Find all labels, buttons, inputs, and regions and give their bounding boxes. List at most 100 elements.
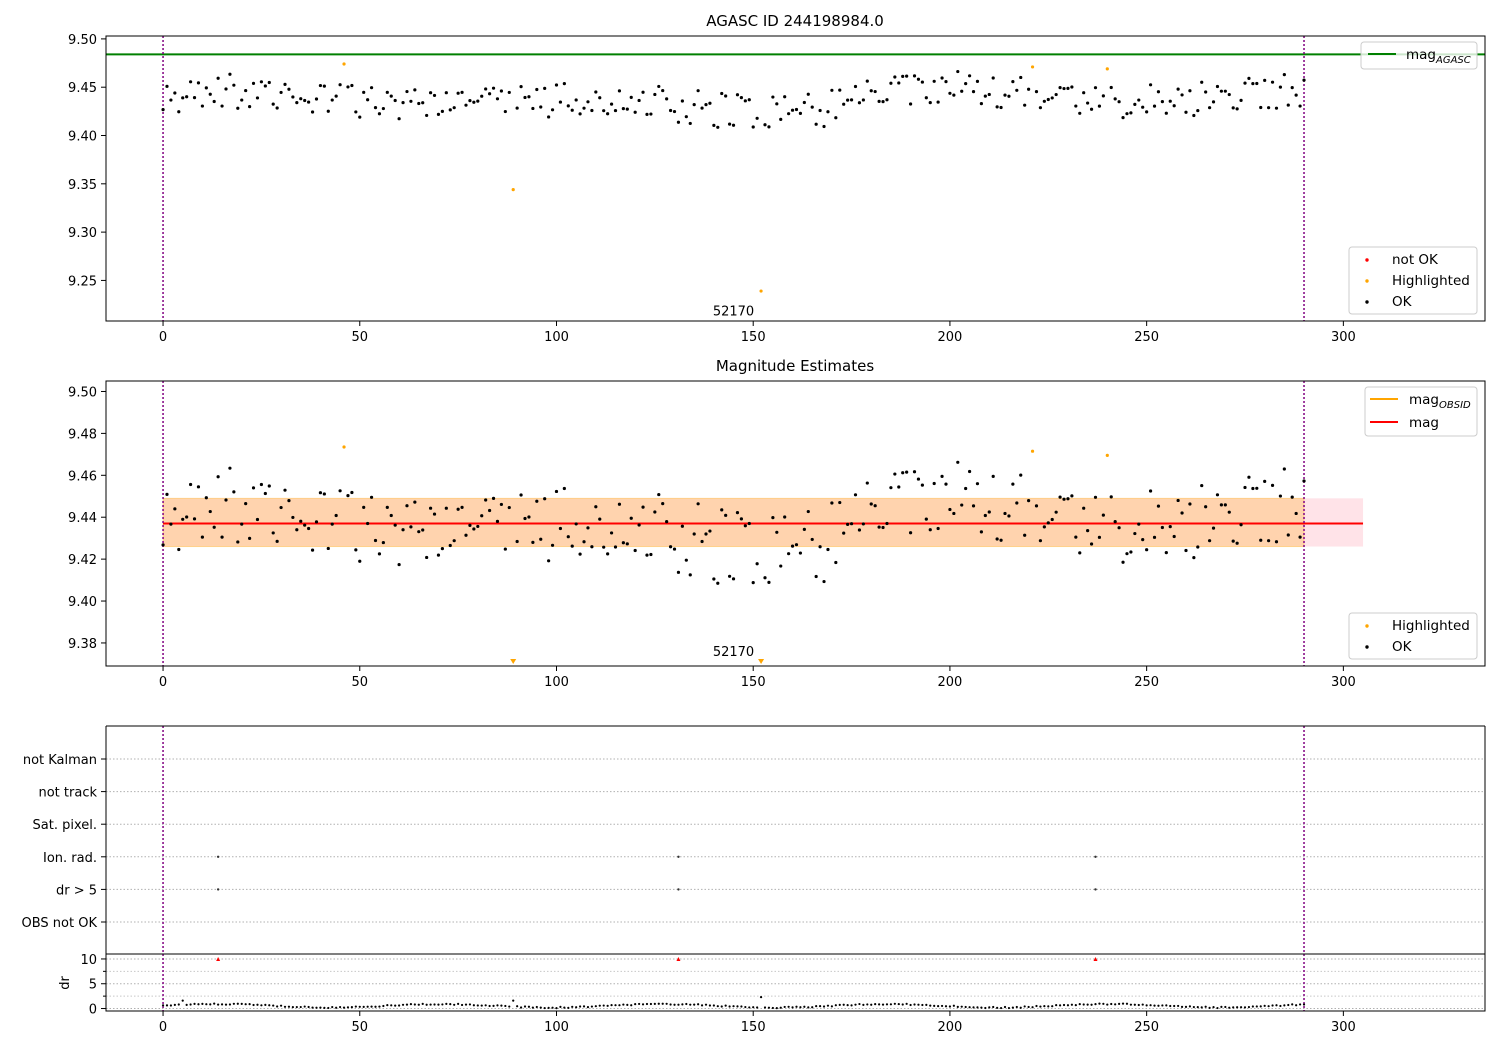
ok-point — [779, 117, 783, 121]
ok-point — [440, 547, 444, 551]
ok-point — [586, 100, 590, 104]
ok-point — [1274, 540, 1279, 544]
ok-point — [1086, 529, 1090, 533]
highlighted-point — [1030, 65, 1035, 69]
dr-point — [1043, 1005, 1046, 1008]
dr-ylabel: dr — [58, 976, 73, 990]
ok-point — [1263, 479, 1267, 483]
ok-point — [665, 520, 669, 524]
ok-point — [1270, 80, 1275, 84]
ok-point — [806, 509, 810, 514]
dr-point — [453, 1003, 456, 1006]
ok-point — [826, 547, 830, 552]
dr-point — [1098, 1002, 1101, 1005]
ok-point — [1121, 560, 1125, 564]
dr-point — [1169, 1004, 1172, 1008]
ok-point — [251, 81, 256, 85]
plot-frame — [105, 953, 1486, 1012]
dr-point — [838, 1003, 841, 1007]
ok-point — [161, 543, 165, 547]
ok-point — [310, 548, 315, 552]
dr-point — [1062, 1003, 1066, 1007]
ok-point — [1302, 479, 1306, 483]
ok-point — [983, 513, 987, 518]
dr-point — [1094, 1003, 1097, 1006]
dr-point — [960, 1005, 963, 1008]
ok-point — [1148, 83, 1153, 87]
dr-point — [181, 999, 184, 1002]
dr-point — [516, 1005, 519, 1008]
dr-point — [598, 1004, 601, 1007]
dr-point — [913, 1003, 916, 1006]
ok-point — [177, 110, 181, 114]
panel2-legend-top: magOBSID mag — [1364, 386, 1478, 437]
dr-point — [409, 1002, 413, 1006]
ok-point — [216, 76, 220, 80]
ok-point — [283, 488, 287, 492]
dr-point — [260, 1004, 263, 1007]
ok-point — [1074, 104, 1078, 108]
ok-point — [802, 100, 806, 105]
ok-point — [798, 551, 803, 555]
dr-point — [1011, 1006, 1014, 1009]
ok-point — [1152, 535, 1157, 539]
ok-point — [381, 106, 385, 111]
dr-point — [1255, 1005, 1258, 1008]
dr-point — [626, 1003, 629, 1006]
ok-point — [1054, 92, 1058, 97]
dr-point — [1291, 1003, 1294, 1006]
dr-point — [657, 1002, 660, 1005]
ok-point — [625, 542, 629, 546]
ok-point — [578, 112, 582, 116]
ok-point — [236, 106, 240, 110]
ok-point — [582, 540, 586, 544]
ok-point — [724, 513, 728, 517]
dr-point — [1263, 1004, 1266, 1007]
ok-point — [480, 94, 484, 98]
dr-point — [858, 1002, 861, 1006]
ok-point — [196, 81, 201, 85]
ok-point — [672, 547, 677, 551]
ok-point — [731, 577, 736, 581]
dr-point — [740, 1005, 743, 1008]
dr-point — [1271, 1004, 1274, 1007]
ok-point — [1089, 107, 1094, 111]
ok-point — [609, 102, 614, 106]
ok-point — [727, 122, 732, 126]
ok-point — [1046, 97, 1050, 102]
ok-point — [775, 102, 779, 106]
ok-point — [1184, 548, 1188, 553]
dr-point — [457, 1002, 460, 1005]
ok-point — [1239, 98, 1243, 102]
ok-point — [271, 531, 275, 535]
ok-point — [1007, 514, 1011, 518]
dr-point — [1287, 1003, 1290, 1007]
ok-point — [1192, 556, 1196, 560]
ok-point — [484, 498, 488, 502]
ok-point — [590, 545, 594, 549]
dr-point — [464, 1003, 468, 1006]
ok-point — [1129, 111, 1133, 115]
dr-point — [992, 1005, 995, 1009]
ok-point — [1223, 89, 1227, 93]
dr-point — [878, 1003, 881, 1006]
dr-point — [842, 1003, 845, 1006]
ok-point — [1070, 85, 1074, 89]
dr-point — [197, 1003, 200, 1006]
ok-point — [602, 545, 606, 549]
ok-point — [1003, 511, 1007, 516]
dr-point — [1232, 1006, 1235, 1009]
dr-point — [1118, 1002, 1121, 1005]
ok-point — [991, 474, 995, 478]
ok-point — [751, 125, 755, 129]
ok-point — [1086, 101, 1090, 105]
ok-point — [527, 515, 531, 519]
ok-point — [637, 98, 641, 103]
legend2-ok-label: OK — [1392, 639, 1413, 655]
dr-grid — [103, 954, 1485, 1011]
ok-point — [987, 92, 991, 97]
ok-point — [314, 97, 319, 101]
ok-point — [1286, 533, 1290, 537]
ok-point — [971, 90, 976, 94]
panel2-points — [161, 445, 1306, 664]
